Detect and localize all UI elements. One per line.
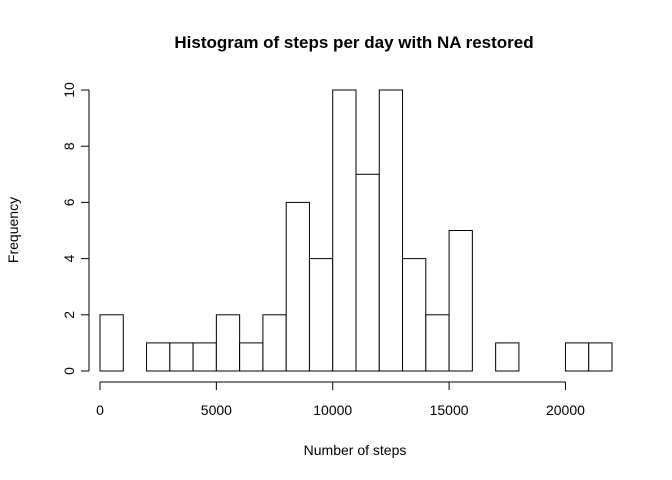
histogram-bar xyxy=(285,201,310,372)
x-tick-label: 20000 xyxy=(546,402,585,418)
y-tick-label: 6 xyxy=(61,198,77,206)
histogram-bar xyxy=(99,314,124,372)
histogram-bar xyxy=(215,314,241,372)
histogram-bar xyxy=(564,342,590,372)
x-axis-label: Number of steps xyxy=(304,442,407,458)
histogram-bar xyxy=(378,89,404,372)
histogram-bar xyxy=(495,342,520,372)
y-tick-label: 8 xyxy=(61,142,77,150)
histogram-bar xyxy=(425,314,450,372)
histogram-bar xyxy=(192,342,217,372)
x-tick-label: 5000 xyxy=(201,402,232,418)
histogram-bar xyxy=(169,342,194,372)
histogram-bar xyxy=(146,342,171,372)
x-tick-label: 0 xyxy=(96,402,104,418)
x-tick-label: 10000 xyxy=(313,402,352,418)
histogram-bar xyxy=(332,89,357,372)
bars-group xyxy=(99,89,613,372)
histogram-bar xyxy=(402,258,427,372)
y-tick-label: 10 xyxy=(61,82,77,98)
y-axis: 0 2 4 6 8 10 xyxy=(61,82,90,375)
y-tick-label: 4 xyxy=(61,254,77,262)
histogram-bar xyxy=(239,342,264,372)
x-tick-label: 15000 xyxy=(430,402,469,418)
y-tick-label: 0 xyxy=(61,367,77,375)
histogram-bar xyxy=(262,314,287,372)
y-tick-label: 2 xyxy=(61,311,77,319)
histogram-bar xyxy=(448,230,473,372)
histogram-bar xyxy=(588,342,613,372)
chart-title: Histogram of steps per day with NA resto… xyxy=(174,33,533,52)
histogram-bar xyxy=(355,173,380,372)
x-axis: 0 5000 10000 15000 20000 xyxy=(96,381,585,418)
y-axis-label: Frequency xyxy=(5,197,21,263)
histogram-bar xyxy=(308,258,334,372)
